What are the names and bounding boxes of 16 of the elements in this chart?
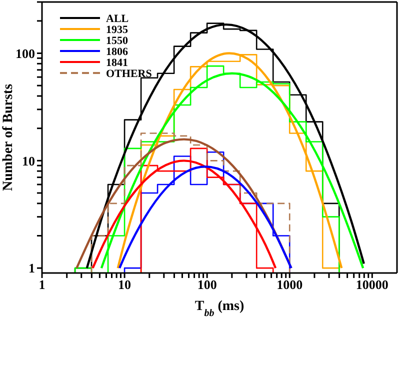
x-tick-label: 1000 <box>276 277 303 292</box>
legend-label: 1935 <box>106 24 128 36</box>
y-axis-title: Number of Bursts <box>1 83 16 192</box>
x-axis-title: T$_{bb}$ (ms) <box>194 299 244 318</box>
y-tick-label: 10 <box>22 153 35 168</box>
y-tick-label: 1 <box>28 260 35 276</box>
legend-label: OTHERS <box>106 68 152 80</box>
legend-label: 1550 <box>106 35 128 47</box>
legend-label: 1806 <box>106 46 128 58</box>
y-tick-label: 100 <box>16 46 35 61</box>
x-tick-label: 1 <box>38 277 46 292</box>
x-tick-label: 10000 <box>356 277 388 292</box>
x-tick-label: 100 <box>197 277 217 292</box>
x-tick-label: 10 <box>118 277 132 292</box>
legend-label: ALL <box>106 13 129 25</box>
legend-label: 1841 <box>106 57 128 69</box>
